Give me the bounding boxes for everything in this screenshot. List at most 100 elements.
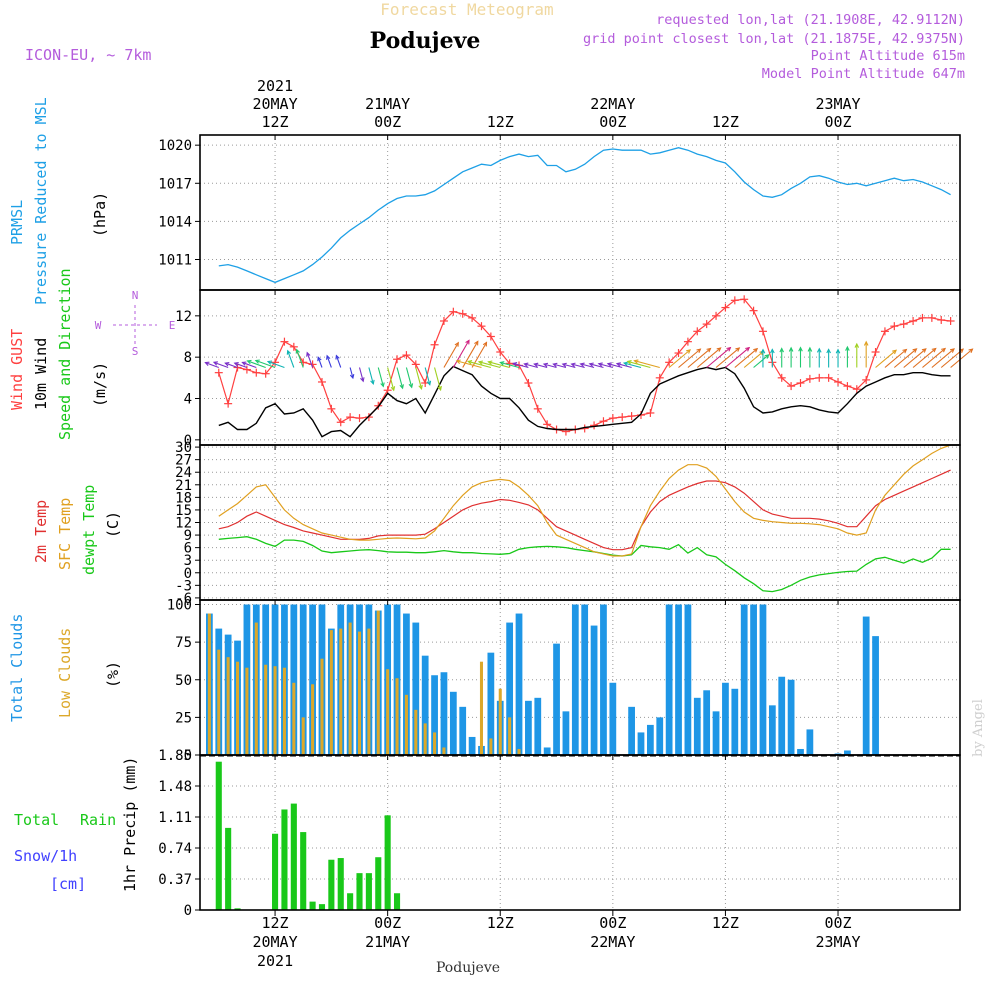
total-cloud-bar bbox=[506, 622, 514, 755]
wind-arrowhead bbox=[455, 359, 461, 365]
wind-arrow bbox=[623, 362, 642, 369]
time-label-top: 00Z bbox=[374, 113, 401, 131]
total-cloud-bar bbox=[872, 636, 879, 755]
total-cloud-bar bbox=[309, 604, 316, 755]
rain-bar bbox=[234, 908, 241, 910]
wind-arrowhead bbox=[286, 349, 292, 355]
time-label-bottom: 2021 bbox=[257, 952, 293, 970]
total-cloud-bar bbox=[759, 604, 767, 755]
low-cloud-bar bbox=[292, 682, 296, 755]
wind-arrowhead bbox=[753, 347, 759, 353]
time-label-bottom: 00Z bbox=[824, 914, 851, 932]
total-cloud-bar bbox=[562, 711, 570, 755]
wind-arrowhead bbox=[788, 346, 794, 352]
low-cloud-bar bbox=[329, 630, 333, 755]
wind-arrow bbox=[452, 340, 470, 368]
total-cloud-bar bbox=[844, 750, 851, 755]
time-label-bottom: 12Z bbox=[487, 914, 514, 932]
wind-arrowhead bbox=[477, 360, 484, 365]
rain-bar bbox=[356, 873, 363, 910]
rain-bar bbox=[328, 859, 335, 910]
y-tick-label: 30 bbox=[175, 440, 192, 456]
low-cloud-bar bbox=[217, 649, 221, 755]
wind-arrow bbox=[616, 363, 632, 369]
subtitle: Forecast Meteogram bbox=[380, 0, 553, 19]
wind-arrow bbox=[434, 367, 442, 391]
wind-arrow bbox=[456, 360, 482, 369]
low-cloud-bar bbox=[414, 709, 418, 755]
low-cloud-bar bbox=[348, 622, 352, 755]
wind-arrowhead bbox=[499, 361, 505, 366]
wind-arrow bbox=[225, 362, 238, 369]
wind-arrow bbox=[443, 342, 459, 368]
total-cloud-bar bbox=[431, 675, 438, 755]
wind-arrow bbox=[488, 361, 510, 369]
wind-arrow bbox=[687, 348, 711, 368]
low-cloud-bar bbox=[301, 717, 305, 755]
wind-arrow bbox=[553, 363, 567, 369]
rain-bar bbox=[393, 893, 401, 910]
wind-arrowhead bbox=[360, 377, 365, 383]
wind-arrowhead bbox=[696, 348, 702, 354]
wind-arrowhead bbox=[760, 348, 766, 354]
total-cloud-bar bbox=[684, 604, 692, 755]
unit-c: (C) bbox=[104, 511, 122, 538]
wind-arrowhead bbox=[735, 347, 741, 352]
wind-arrowhead bbox=[418, 384, 423, 390]
y-tick-label: 24 bbox=[175, 465, 192, 481]
wind-arrow bbox=[468, 360, 492, 369]
wind-arrowhead bbox=[931, 347, 937, 353]
total-cloud-bar bbox=[703, 690, 711, 755]
y-tick-label: 0 bbox=[184, 903, 192, 919]
wind-arrowhead bbox=[716, 347, 722, 352]
temp-sfc-line bbox=[218, 444, 951, 557]
wind-arrowhead bbox=[863, 340, 869, 346]
panel-frame bbox=[199, 134, 961, 291]
low-cloud-bar bbox=[264, 664, 268, 755]
low-cloud-bar bbox=[245, 667, 249, 755]
total-cloud-bar bbox=[778, 676, 786, 755]
rain-bar bbox=[384, 815, 391, 910]
wind-arrow bbox=[589, 363, 604, 369]
rain-bar bbox=[365, 873, 372, 910]
total-cloud-bar bbox=[712, 711, 720, 755]
wind-arrowhead bbox=[706, 347, 712, 353]
y-tick-label: 50 bbox=[175, 673, 192, 689]
total-cloud-bar bbox=[553, 643, 560, 755]
y-tick-label: 0.37 bbox=[158, 872, 192, 888]
total-cloud-bar bbox=[722, 682, 729, 755]
compass-e: E bbox=[169, 319, 176, 332]
wind-arrowhead bbox=[941, 347, 947, 353]
label-dewpt-temp: dewpt Temp bbox=[80, 485, 98, 575]
model-altitude: Model Point Altitude 647m bbox=[762, 66, 965, 82]
wind-arrowhead bbox=[370, 379, 375, 385]
time-label-top: 22MAY bbox=[590, 95, 635, 113]
unit-precip: 1hr Precip (mm) bbox=[121, 757, 139, 892]
y-tick-label: 1.48 bbox=[158, 779, 192, 795]
wind-arrow bbox=[696, 347, 721, 368]
wind-arrowhead bbox=[349, 373, 355, 380]
wind-arrow bbox=[931, 348, 955, 368]
wind-arrowhead bbox=[317, 356, 322, 362]
time-label-bottom: 23MAY bbox=[815, 933, 860, 951]
wind-arrowhead bbox=[246, 359, 252, 365]
low-cloud-bar bbox=[498, 688, 502, 755]
wind-arrow bbox=[335, 355, 342, 368]
total-cloud-bar bbox=[665, 604, 673, 755]
wind-arrow bbox=[405, 367, 413, 388]
wind-arrowhead bbox=[816, 347, 822, 353]
low-cloud-bar bbox=[273, 666, 277, 755]
label-sfc-temp: SFC Temp bbox=[56, 498, 74, 570]
wind-arrowhead bbox=[798, 346, 803, 352]
wind-arrow bbox=[627, 360, 651, 369]
total-cloud-bar bbox=[768, 705, 776, 755]
y-tick-label: -3 bbox=[175, 578, 192, 594]
wind-arrowhead bbox=[902, 348, 908, 354]
y-tick-label: 1017 bbox=[158, 176, 192, 192]
rain-bar bbox=[337, 858, 344, 910]
wind-arrow bbox=[368, 367, 374, 384]
wind-arrowhead bbox=[949, 348, 955, 353]
wind-arrowhead bbox=[306, 351, 311, 357]
rain-bar bbox=[215, 761, 222, 910]
time-label-top: 12Z bbox=[487, 113, 514, 131]
